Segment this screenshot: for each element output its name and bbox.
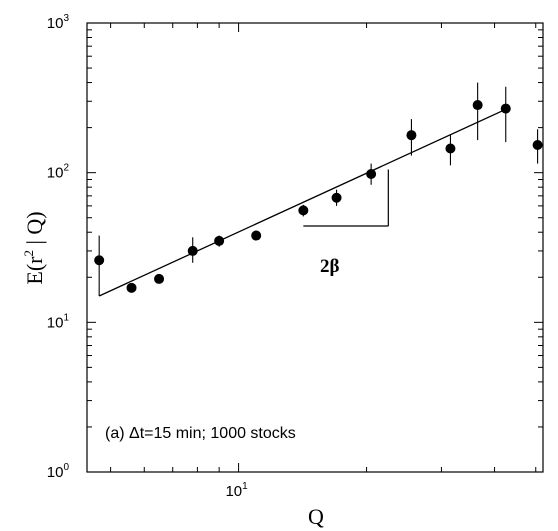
data-point — [366, 168, 377, 179]
y-axis-title-post: | Q) — [22, 211, 47, 250]
y-tick-label: 103 — [47, 13, 70, 32]
y-tick-label-exp: 0 — [63, 462, 69, 473]
x-tick-label-base: 10 — [225, 483, 242, 500]
x-tick-label: 101 — [225, 481, 248, 500]
y-tick-label-exp: 1 — [63, 312, 69, 323]
y-tick-label-base: 10 — [47, 165, 64, 182]
data-point — [126, 282, 137, 293]
x-axis-title: Q — [308, 504, 324, 529]
data-point — [94, 255, 105, 266]
data-point — [472, 100, 483, 111]
y-axis-title-sup: 2 — [21, 250, 36, 257]
y-tick-label-base: 10 — [47, 464, 64, 481]
y-tick-label-exp: 3 — [63, 13, 69, 24]
data-point — [187, 245, 198, 256]
y-tick-label: 100 — [47, 462, 70, 481]
annotation: (a) Δt=15 min; 1000 stocks — [105, 425, 296, 442]
slope-triangle — [303, 169, 389, 227]
fit-line — [98, 108, 507, 297]
y-tick-label-exp: 2 — [63, 163, 69, 174]
data-point — [214, 235, 225, 246]
x-tick-label-exp: 1 — [242, 481, 248, 492]
data-points — [94, 82, 543, 296]
slope-label: 2β — [320, 256, 340, 277]
y-axis-title-pre: E(r — [22, 256, 47, 285]
data-point — [331, 192, 342, 203]
data-point — [532, 140, 543, 151]
y-tick-label: 101 — [47, 312, 70, 331]
axis-ticks — [87, 23, 543, 473]
plot-frame — [86, 22, 544, 473]
y-tick-label-base: 10 — [47, 15, 64, 32]
y-tick-label-base: 10 — [47, 314, 64, 331]
data-point — [251, 230, 262, 241]
data-point — [154, 273, 165, 284]
data-point — [406, 130, 417, 141]
y-axis-title: E(r2 | Q) — [21, 211, 47, 284]
fit-line-group — [98, 108, 507, 297]
data-point — [445, 143, 456, 154]
data-point — [500, 103, 511, 114]
data-point — [298, 205, 309, 216]
y-tick-label: 102 — [47, 163, 70, 182]
